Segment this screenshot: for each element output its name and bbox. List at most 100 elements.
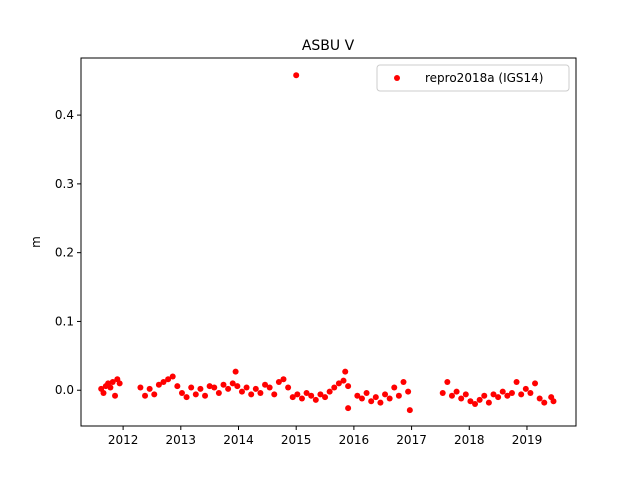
data-point: [372, 394, 379, 401]
data-point: [358, 395, 365, 402]
chart-title: ASBU V: [302, 38, 355, 54]
data-point: [345, 405, 352, 412]
y-tick-label: 0.4: [55, 108, 74, 122]
data-point: [495, 394, 502, 401]
data-point: [155, 381, 162, 388]
y-tick-label: 0.0: [55, 383, 74, 397]
data-point: [448, 392, 455, 399]
data-point: [342, 368, 349, 375]
data-point: [146, 385, 153, 392]
data-point: [298, 395, 305, 402]
data-point: [335, 380, 342, 387]
data-point: [490, 391, 497, 398]
data-point: [252, 385, 259, 392]
data-point: [406, 407, 413, 414]
data-point: [192, 391, 199, 398]
data-point: [541, 399, 548, 406]
data-point: [368, 398, 375, 405]
data-point: [391, 384, 398, 391]
data-point: [439, 389, 446, 396]
data-point: [197, 385, 204, 392]
data-point: [340, 377, 347, 384]
data-point: [151, 391, 158, 398]
data-point: [160, 378, 167, 385]
data-point: [116, 380, 123, 387]
legend-marker: [394, 75, 400, 81]
data-point: [518, 391, 525, 398]
data-point: [481, 392, 488, 399]
data-point: [550, 398, 557, 405]
data-point: [508, 389, 515, 396]
data-point: [504, 392, 511, 399]
data-point: [472, 400, 479, 407]
data-point: [527, 389, 534, 396]
data-point: [326, 388, 333, 395]
data-point: [363, 389, 370, 396]
data-point: [165, 376, 172, 383]
data-point: [178, 389, 185, 396]
plot-frame: [80, 57, 577, 427]
y-axis-label: m: [29, 236, 43, 248]
data-point: [294, 391, 301, 398]
data-point: [308, 392, 315, 399]
data-point: [234, 383, 241, 390]
data-point: [513, 378, 520, 385]
data-point: [183, 394, 190, 401]
data-point: [289, 394, 296, 401]
data-point: [285, 384, 292, 391]
y-tick-label: 0.1: [55, 314, 74, 328]
data-point: [137, 384, 144, 391]
data-point: [262, 381, 269, 388]
data-point: [100, 389, 107, 396]
data-point: [202, 392, 209, 399]
data-point: [220, 381, 227, 388]
data-point: [354, 392, 361, 399]
data-point: [303, 389, 310, 396]
data-point: [467, 398, 474, 405]
data-point: [280, 376, 287, 383]
x-tick-label: 2012: [108, 433, 139, 447]
data-point: [312, 396, 319, 403]
data-point: [499, 388, 506, 395]
data-point: [382, 391, 389, 398]
data-point: [293, 72, 300, 79]
legend-box: [376, 64, 570, 92]
data-point: [275, 378, 282, 385]
data-point: [532, 380, 539, 387]
x-tick-label: 2013: [166, 433, 197, 447]
data-point: [243, 384, 250, 391]
data-point: [271, 391, 278, 398]
data-point: [232, 368, 239, 375]
data-point: [522, 385, 529, 392]
data-point: [238, 388, 245, 395]
data-point: [109, 378, 116, 385]
data-point: [453, 388, 460, 395]
x-tick-label: 2019: [512, 433, 543, 447]
data-point: [444, 378, 451, 385]
data-point: [536, 395, 543, 402]
data-point: [377, 399, 384, 406]
x-tick-label: 2018: [454, 433, 485, 447]
data-point: [476, 396, 483, 403]
y-tick-label: 0.3: [55, 177, 74, 191]
data-point: [169, 373, 176, 380]
data-point: [229, 380, 236, 387]
data-point: [386, 395, 393, 402]
data-point: [174, 383, 181, 390]
data-point: [215, 389, 222, 396]
data-point: [266, 384, 273, 391]
data-point: [317, 391, 324, 398]
data-point: [395, 392, 402, 399]
data-point: [322, 394, 329, 401]
y-tick-label: 0.2: [55, 246, 74, 260]
data-point: [225, 385, 232, 392]
data-point: [257, 389, 264, 396]
data-point: [405, 388, 412, 395]
data-point: [485, 399, 492, 406]
data-point: [112, 392, 119, 399]
legend-label: repro2018a (IGS14): [425, 71, 543, 85]
data-point: [458, 395, 465, 402]
data-point: [345, 383, 352, 390]
data-point: [331, 384, 338, 391]
